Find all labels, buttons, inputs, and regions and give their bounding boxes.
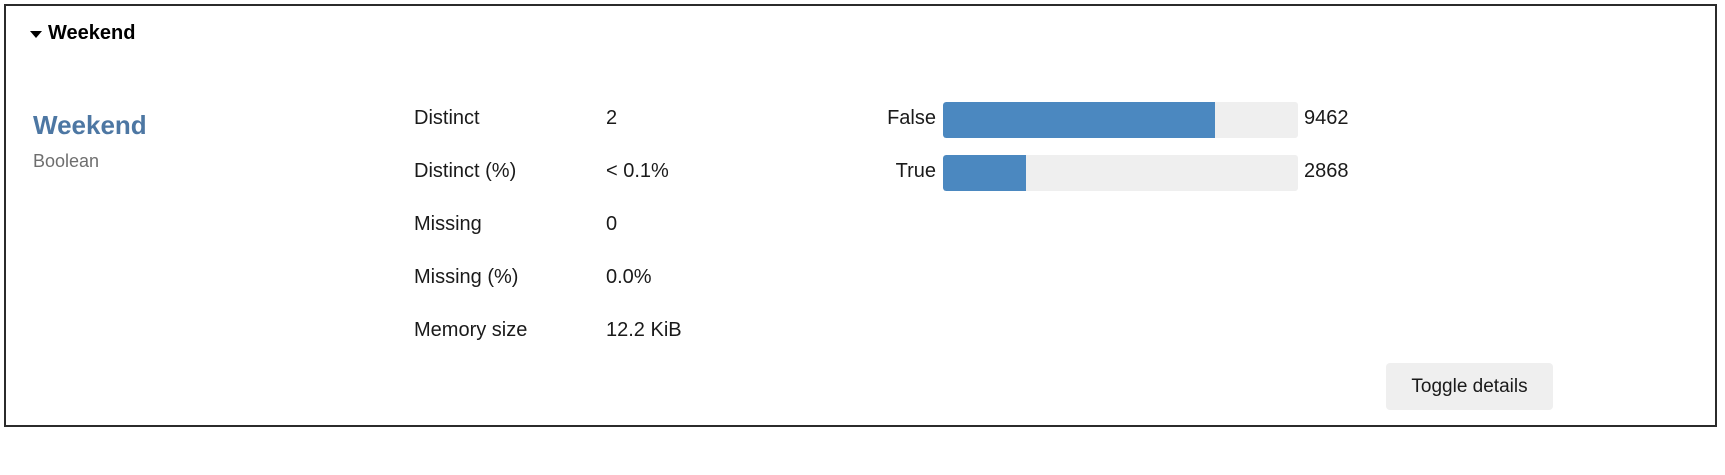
toggle-details-button[interactable]: Toggle details <box>1386 363 1553 410</box>
frequency-bar <box>943 102 1216 138</box>
frequency-label: False <box>887 107 936 129</box>
stat-value: 0.0% <box>606 266 652 288</box>
frequency-table: False 9462 True 2868 <box>846 102 1366 208</box>
frequency-label: True <box>895 160 936 182</box>
section-title[interactable]: Weekend <box>48 22 136 44</box>
stat-label: Memory size <box>414 319 528 341</box>
frequency-count: 9462 <box>1304 107 1349 129</box>
frequency-bar <box>943 155 1026 191</box>
caret-down-icon[interactable] <box>30 30 42 38</box>
stat-value: 2 <box>606 107 618 129</box>
frequency-row-false: False 9462 <box>846 102 1366 155</box>
stat-label: Distinct (%) <box>414 160 517 182</box>
variable-type: Boolean <box>33 151 100 171</box>
stat-label: Missing <box>414 213 482 235</box>
stat-label: Missing (%) <box>414 266 519 288</box>
frequency-bar-track <box>943 102 1298 138</box>
stat-value: 12.2 KiB <box>606 319 682 341</box>
variable-panel: Weekend Weekend Boolean Distinct 2 Disti… <box>4 4 1717 427</box>
stat-value: < 0.1% <box>606 160 669 182</box>
frequency-count: 2868 <box>1304 160 1349 182</box>
frequency-row-true: True 2868 <box>846 155 1366 208</box>
variable-name-link[interactable]: Weekend <box>33 110 147 140</box>
section-header[interactable]: Weekend <box>30 22 135 45</box>
stat-label: Distinct <box>414 107 480 129</box>
stat-value: 0 <box>606 213 618 235</box>
frequency-bar-track <box>943 155 1298 191</box>
